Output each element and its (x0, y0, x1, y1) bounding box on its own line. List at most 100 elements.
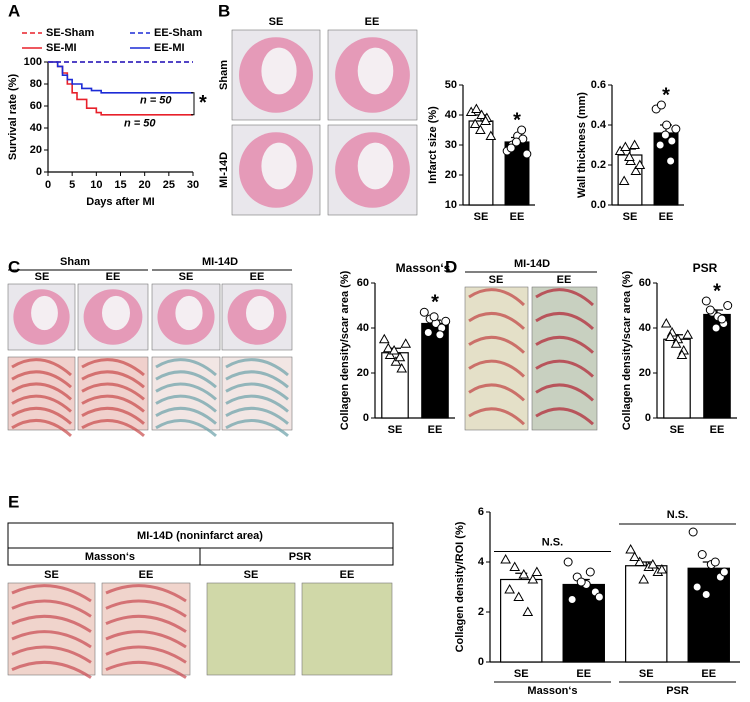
data-point (500, 553, 511, 564)
group-label: MI-14D (202, 256, 238, 268)
data-point (647, 558, 659, 569)
data-point (697, 550, 707, 559)
data-point (666, 156, 676, 166)
y-tick-label: 20 (30, 144, 42, 156)
fiber (535, 407, 595, 426)
col-label: EE (557, 274, 572, 286)
data-point (485, 130, 497, 140)
col-label: EE (340, 569, 355, 581)
col-label: EE (250, 271, 265, 283)
fiber (155, 406, 217, 425)
fiber (11, 382, 72, 401)
y-tick-label: 60 (30, 100, 42, 112)
lumen (261, 142, 297, 190)
data-point (620, 141, 631, 151)
fiber (105, 584, 187, 603)
annotation: N.S. (542, 536, 563, 548)
y-axis-label: Collagen density/scar area (%) (621, 270, 633, 430)
annotation: n = 50 (140, 95, 172, 107)
group-label: MI-14D (514, 258, 550, 270)
y-tick-label: 0 (363, 412, 369, 424)
data-point (624, 151, 635, 161)
y-tick-label: 20 (445, 169, 457, 181)
data-point (705, 305, 715, 315)
data-point (475, 124, 486, 134)
lumen (246, 295, 274, 331)
y-tick-label: 40 (30, 122, 42, 134)
data-point (480, 115, 491, 125)
micrograph (206, 582, 296, 676)
fiber (155, 394, 217, 413)
col-label: SE (269, 16, 284, 28)
data-point (629, 139, 640, 149)
data-point (567, 595, 577, 604)
x-tick-label: EE (576, 668, 591, 680)
bar (500, 578, 543, 663)
fiber (468, 383, 526, 402)
lumen (102, 295, 130, 331)
fiber (11, 660, 92, 679)
x-tick-label: 20 (139, 179, 151, 191)
y-tick-label: 10 (445, 199, 457, 211)
col-label: SE (244, 569, 259, 581)
y-tick-label: 60 (639, 277, 651, 289)
x-tick-label: SE (670, 424, 685, 436)
y-tick-label: 40 (445, 109, 457, 121)
y-axis-label: Survival rate (%) (7, 74, 19, 161)
panel-label: E (8, 492, 19, 511)
data-point (527, 573, 539, 584)
data-point (660, 317, 672, 328)
data-point (400, 338, 412, 348)
x-tick-label: 10 (90, 179, 102, 191)
fiber (225, 370, 289, 389)
fiber (535, 288, 595, 307)
fiber (155, 419, 217, 437)
x-tick-label: SE (388, 424, 403, 436)
x-tick-label: EE (428, 424, 443, 436)
y-tick-label: 0.6 (591, 79, 606, 91)
bar (421, 322, 449, 419)
col-label: SE (179, 271, 194, 283)
data-point (513, 591, 525, 601)
x-tick-label: EE (701, 668, 716, 680)
data-point (682, 329, 694, 339)
y-tick-label: 0 (478, 656, 484, 668)
x-tick-label: SE (474, 211, 489, 223)
data-point (476, 109, 487, 119)
x-tick-label: SE (639, 668, 654, 680)
x-axis-label: Days after MI (86, 196, 154, 208)
annotation: N.S. (667, 509, 688, 521)
fiber (81, 419, 145, 437)
data-point (382, 342, 394, 353)
data-point (441, 316, 451, 326)
data-point (618, 175, 630, 185)
panel-label: C (8, 257, 20, 276)
group-label: PSR (289, 551, 312, 563)
data-point (522, 149, 532, 159)
col-label: SE (35, 271, 50, 283)
fiber (225, 419, 289, 437)
data-point (719, 567, 729, 577)
data-point (629, 551, 640, 561)
annotation: * (431, 292, 439, 314)
x-tick-label: EE (510, 211, 525, 223)
fiber (468, 407, 526, 426)
fiber (105, 599, 187, 618)
row-label: Sham (218, 60, 230, 90)
fiber (535, 383, 595, 402)
fiber (225, 382, 289, 401)
legend-label: EE-MI (154, 42, 185, 54)
fiber (535, 359, 595, 378)
y-axis-label: Collagen density/scar area (%) (339, 270, 351, 430)
chart-title: PSR (693, 261, 718, 275)
fiber (468, 312, 526, 330)
row-label: MI-14D (218, 152, 230, 188)
col-label: SE (44, 569, 59, 581)
data-point (664, 331, 676, 341)
y-axis-label: Wall thickness (mm) (576, 92, 588, 198)
x-tick-label: 0 (45, 179, 51, 191)
fiber (11, 358, 72, 377)
annotation: * (199, 92, 207, 114)
fiber (468, 359, 526, 378)
